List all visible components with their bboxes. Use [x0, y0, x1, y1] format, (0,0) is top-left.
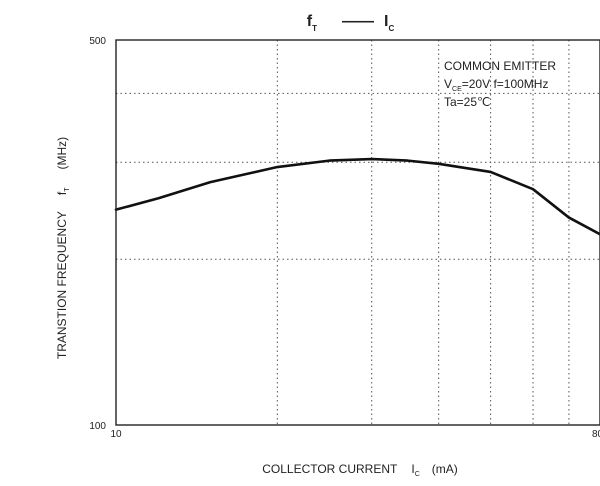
- grid-layer: [116, 40, 600, 425]
- chart-title-connector: ——: [342, 13, 374, 30]
- chart-title: fT —— IC: [307, 13, 395, 33]
- y-tick-label: 100: [89, 421, 106, 432]
- tick-layer: 10 80 100 500: [89, 36, 600, 440]
- annotation-line-1: COMMON EMITTER: [444, 59, 556, 73]
- x-tick-label: 80: [592, 429, 600, 440]
- x-axis-title: COLLECTOR CURRENT IC (mA): [262, 462, 458, 478]
- y-axis-title: TRANSTION FREQUENCYfT(MHz): [55, 137, 71, 359]
- y-axis-label: TRANSTION FREQUENCYfT(MHz): [55, 137, 71, 359]
- chart-title-left: fT: [307, 13, 317, 33]
- annotation-line-2: VCE=20V f=100MHz: [444, 77, 548, 93]
- annotation-line-3: Ta=25℃: [444, 95, 491, 109]
- series-line: [114, 157, 600, 236]
- y-tick-label: 500: [89, 36, 106, 47]
- plot-frame: [115, 39, 600, 426]
- annotation-box: COMMON EMITTER VCE=20V f=100MHz Ta=25℃: [444, 59, 556, 109]
- plot-layer: [114, 157, 600, 236]
- chart-title-right: IC: [384, 13, 394, 33]
- x-tick-label: 10: [110, 429, 122, 440]
- x-axis-label: COLLECTOR CURRENT IC (mA): [262, 462, 458, 478]
